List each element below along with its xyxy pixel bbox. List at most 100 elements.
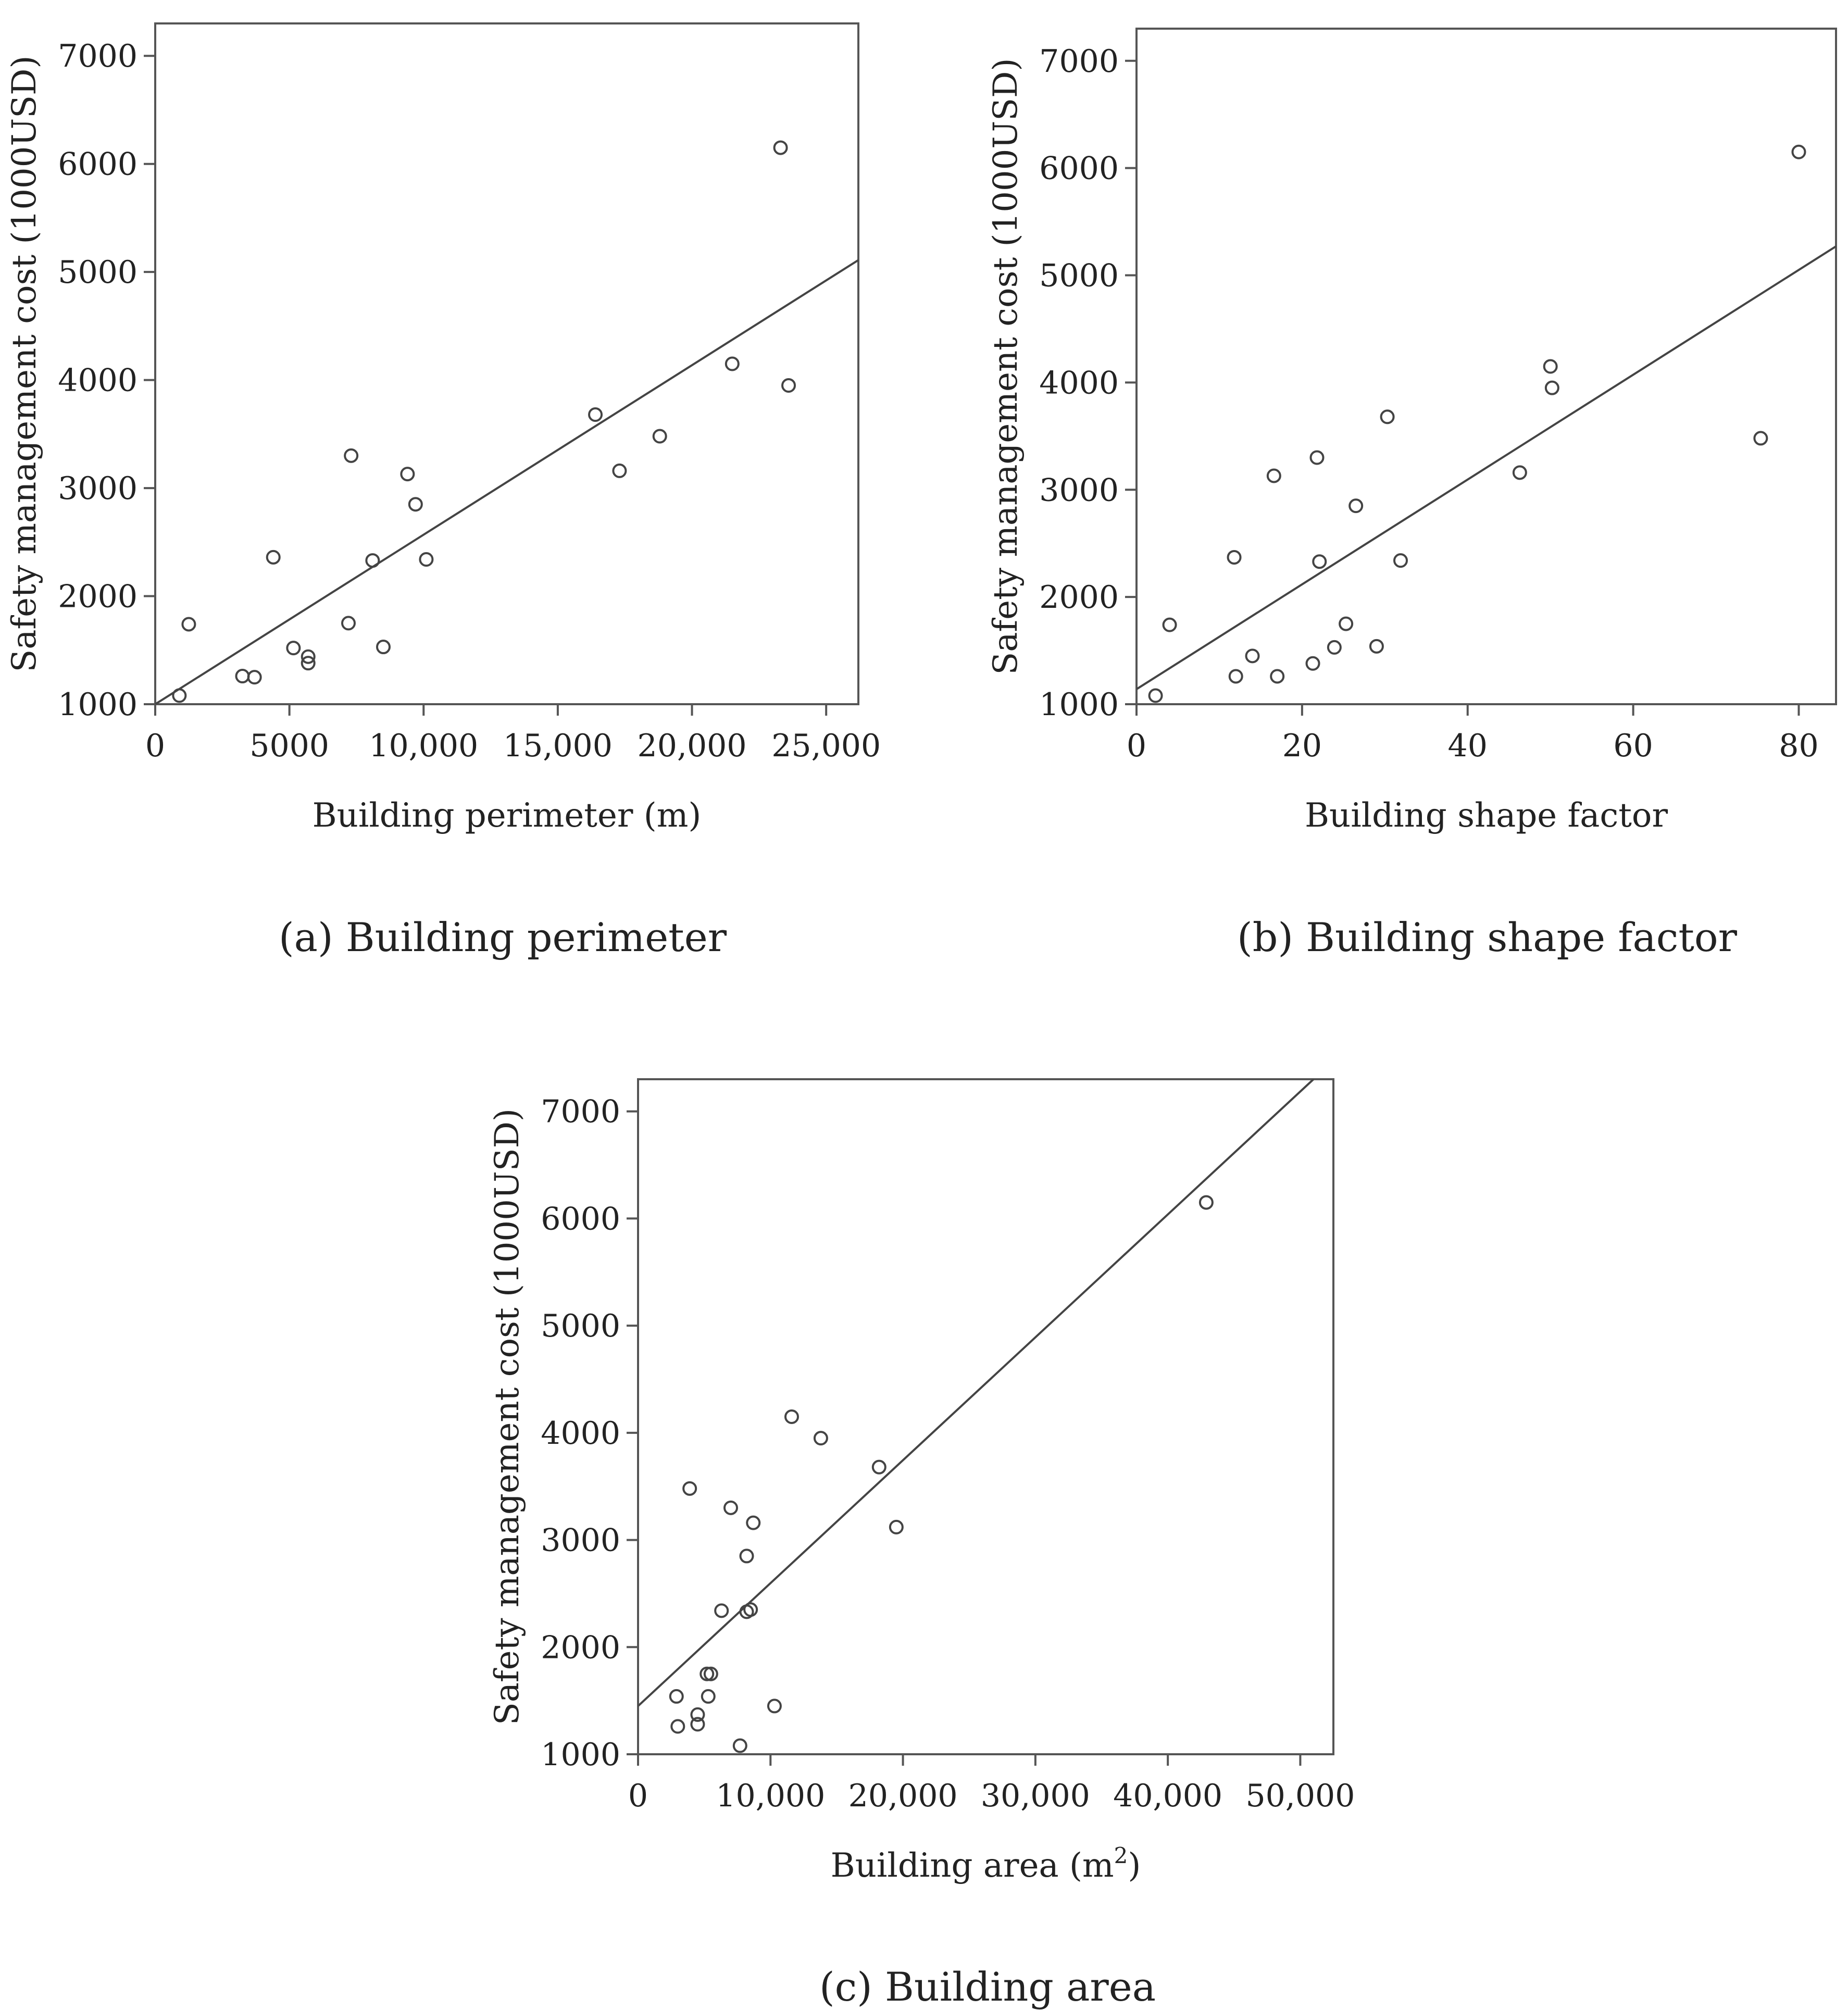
chart-shape-data-point <box>1544 380 1559 395</box>
chart-area-data-point <box>682 1481 697 1496</box>
chart-shape-data-point <box>1245 648 1260 664</box>
chart-area-data-point <box>723 1500 738 1515</box>
chart-shape-data-point <box>1348 498 1364 514</box>
chart-shape-x-tick-label: 20 <box>1282 728 1322 764</box>
chart-perimeter-y-tick-label: 2000 <box>58 579 138 615</box>
chart-perimeter-y-tick-label: 5000 <box>58 254 138 291</box>
chart-panel-perimeter: 0 5000 10,000 15,000 20,000 25,000 1000 2000 300… <box>0 0 924 990</box>
chart-shape-x-tick-label: 60 <box>1613 728 1653 764</box>
chart-shape-x-tick-label: 40 <box>1448 728 1488 764</box>
chart-area-y-tick-label: 3000 <box>541 1522 620 1559</box>
chart-area-data-point <box>739 1549 754 1564</box>
chart-perimeter-data-point <box>266 550 281 565</box>
chart-shape-x-tick-label: 0 <box>1127 728 1146 764</box>
chart-shape-data-point <box>1266 468 1281 483</box>
chart-shape-y-axis-label: Safety management cost (1000USD) <box>987 58 1025 675</box>
chart-perimeter-x-tick-label: 10,000 <box>369 728 478 764</box>
chart-area-y-tick-label: 4000 <box>541 1415 620 1452</box>
chart-perimeter-y-tick-label: 6000 <box>58 146 138 183</box>
chart-caption-shape: (b) Building shape factor <box>1237 914 1737 960</box>
chart-shape-data-point <box>1162 617 1177 632</box>
chart-area-x-tick-label: 10,000 <box>716 1778 825 1814</box>
chart-area-data-point <box>690 1707 705 1722</box>
chart-area-x-tick-label: 30,000 <box>981 1778 1090 1814</box>
chart-area-data-point <box>700 1666 715 1681</box>
chart-caption-perimeter: (a) Building perimeter <box>278 914 727 960</box>
chart-area-x-tick-label: 40,000 <box>1113 1778 1222 1814</box>
chart-perimeter-plot-frame <box>154 22 859 705</box>
chart-shape-data-point <box>1228 669 1243 684</box>
chart-panel-area: 0 10,000 20,000 30,000 40,000 50,000 1000 2000 3… <box>488 1078 1355 1885</box>
chart-perimeter-data-point <box>286 641 301 656</box>
chart-perimeter-x-tick-label: 5000 <box>249 728 329 764</box>
chart-shape-data-point <box>1512 465 1527 480</box>
chart-area-data-point <box>784 1409 799 1424</box>
chart-shape-x-axis-label: Building shape factor <box>1305 796 1668 835</box>
chart-area-y-axis-label: Safety management cost (1000USD) <box>488 1108 527 1725</box>
chart-perimeter-data-point <box>247 670 262 685</box>
chart-shape-y-tick-label: 4000 <box>1039 365 1119 401</box>
chart-area-x-axis-label: Building area (m2) <box>831 1843 1141 1885</box>
chart-caption-area: (c) Building area <box>819 1964 1156 2010</box>
chart-shape-data-point <box>1270 669 1285 684</box>
chart-shape-x-tick-label: 80 <box>1779 728 1818 764</box>
chart-perimeter-data-point <box>365 553 380 568</box>
chart-shape-data-point <box>1227 550 1242 565</box>
chart-perimeter-y-tick-label: 4000 <box>58 363 138 399</box>
chart-area-x-tick-label: 50,000 <box>1245 1778 1355 1814</box>
scatter-plot-area: 0 10,000 20,000 30,000 40,000 50,000 1000 2000 3… <box>488 1078 1355 1885</box>
chart-shape-data-point <box>1369 639 1384 654</box>
chart-area-data-point <box>889 1519 904 1534</box>
chart-area-data-point <box>813 1431 828 1446</box>
chart-shape-y-tick-label: 5000 <box>1039 258 1119 294</box>
chart-perimeter-data-point <box>408 497 423 512</box>
chart-perimeter-x-tick-label: 0 <box>145 728 165 764</box>
chart-area-x-tick-label: 0 <box>628 1778 648 1814</box>
chart-area-y-tick-label: 1000 <box>541 1737 620 1773</box>
chart-perimeter-data-point <box>341 616 356 631</box>
chart-shape-data-point <box>1305 656 1320 671</box>
chart-shape-data-point <box>1148 688 1163 703</box>
chart-perimeter-x-tick-label: 15,000 <box>503 728 613 764</box>
chart-perimeter-data-point <box>781 378 796 393</box>
chart-perimeter-data-point <box>376 640 391 655</box>
chart-area-data-point <box>743 1602 758 1617</box>
chart-perimeter-data-point <box>652 429 667 444</box>
chart-shape-data-point <box>1339 616 1354 631</box>
chart-perimeter-x-axis-label: Building perimeter (m) <box>313 796 702 835</box>
scatter-plot-perimeter: 0 5000 10,000 15,000 20,000 25,000 1000 2000 300… <box>5 22 881 835</box>
chart-area-fit-line <box>638 1079 1315 1707</box>
chart-perimeter-y-axis-label: Safety management cost (1000USD) <box>5 56 44 672</box>
chart-area-plot-frame <box>637 1078 1334 1755</box>
chart-shape-data-point <box>1380 409 1395 425</box>
chart-area-x-tick-label: 20,000 <box>848 1778 958 1814</box>
chart-perimeter-y-tick-label: 7000 <box>58 38 138 74</box>
chart-panel-shape: 0 20 40 60 80 1000 2000 3000 4000 5000 6000 7000 Bui… <box>0 0 1848 990</box>
chart-shape-data-point <box>1791 144 1806 159</box>
chart-perimeter-data-point <box>612 463 627 478</box>
chart-perimeter-data-point <box>301 649 316 664</box>
chart-area-data-point <box>746 1515 761 1530</box>
chart-shape-data-point <box>1753 431 1768 446</box>
chart-area-data-point <box>714 1603 729 1618</box>
chart-area-data-point <box>690 1717 705 1732</box>
chart-area-data-point <box>732 1738 747 1753</box>
chart-shape-y-tick-label: 1000 <box>1039 686 1119 723</box>
chart-perimeter-data-point <box>344 448 359 463</box>
chart-shape-fit-line <box>1137 245 1836 690</box>
chart-perimeter-data-point <box>588 407 603 422</box>
chart-shape-data-point <box>1393 553 1408 568</box>
chart-area-y-tick-label: 5000 <box>541 1308 620 1344</box>
chart-perimeter-data-point <box>400 467 415 482</box>
scatter-plot-shape: 0 20 40 60 80 1000 2000 3000 4000 5000 6000 7000 Bui… <box>987 28 1837 835</box>
chart-shape-data-point <box>1327 640 1342 655</box>
chart-shape-plot-frame <box>1135 28 1837 705</box>
chart-perimeter-data-point <box>172 688 187 703</box>
chart-area-y-tick-label: 2000 <box>541 1629 620 1666</box>
chart-perimeter-data-point <box>419 552 434 567</box>
chart-perimeter-x-tick-label: 25,000 <box>771 728 881 764</box>
chart-perimeter-x-tick-label: 20,000 <box>638 728 747 764</box>
chart-shape-y-tick-label: 2000 <box>1039 579 1119 616</box>
chart-perimeter-y-tick-label: 1000 <box>58 686 138 723</box>
chart-area-y-tick-label: 7000 <box>541 1094 620 1130</box>
